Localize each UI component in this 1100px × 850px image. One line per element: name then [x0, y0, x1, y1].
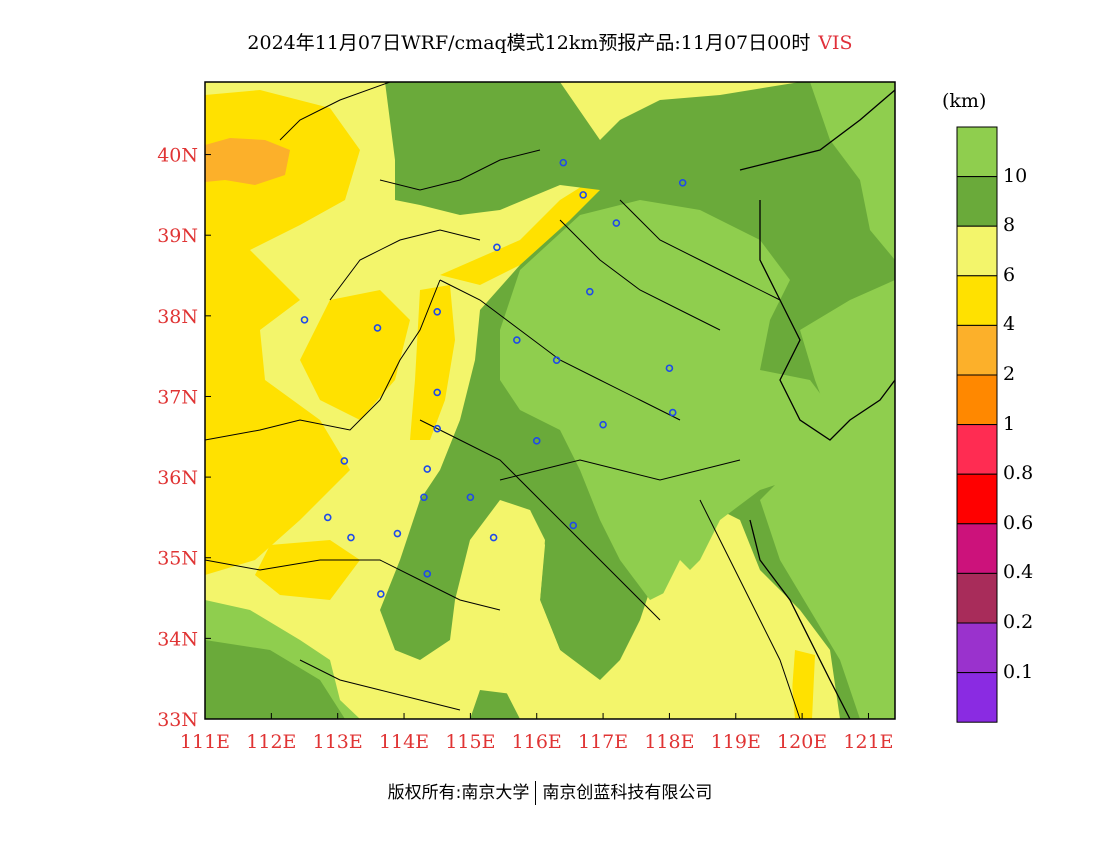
colorbar-label: 10: [1003, 164, 1028, 187]
colorbar-label: 0.8: [1003, 462, 1034, 485]
station-marker: [678, 178, 687, 187]
field-orange-nw: [205, 138, 290, 185]
station-marker: [612, 219, 621, 227]
station-marker: [559, 158, 568, 167]
station-marker: [493, 243, 501, 252]
x-tick-label: 112E: [246, 731, 296, 753]
visibility-field: [205, 82, 895, 719]
y-axis-ticks: 33N 34N 35N 36N 37N 38N 39N 40N: [157, 145, 211, 731]
colorbar-label: 2: [1003, 363, 1016, 385]
field-yellow-central: [300, 290, 410, 420]
station-marker: [347, 533, 355, 542]
x-tick-label: 118E: [644, 731, 694, 753]
colorbar-label: 8: [1003, 214, 1016, 237]
colorbar-unit: (km): [942, 90, 987, 112]
station-marker: [552, 356, 561, 364]
station-marker: [586, 287, 594, 296]
station-marker: [423, 465, 432, 473]
y-tick-label: 36N: [157, 467, 198, 489]
field-yellow-se: [790, 650, 815, 719]
station-marker: [373, 324, 382, 332]
field-lightyellow-south: [490, 510, 795, 719]
station-marker: [513, 336, 521, 344]
station-marker: [393, 529, 402, 538]
station-marker: [323, 513, 332, 522]
y-tick-label: 37N: [157, 386, 198, 408]
title-variable: VIS: [818, 32, 853, 54]
x-tick-label: 111E: [180, 731, 230, 753]
x-axis-ticks: 111E 112E 113E 114E 115E 116E 117E 118E 119E 120E…: [180, 713, 894, 753]
field-green-sea: [760, 280, 895, 719]
field-green-interior: [500, 200, 840, 600]
y-tick-label: 38N: [157, 306, 198, 328]
y-tick-label: 35N: [157, 548, 198, 570]
colorbar-label: 0.2: [1003, 611, 1034, 633]
coastline: [739, 89, 895, 719]
y-tick-label: 40N: [157, 145, 198, 167]
x-tick-label: 120E: [777, 731, 827, 753]
station-marker: [423, 570, 432, 578]
station-marker: [569, 521, 578, 530]
map-title: 2024年11月07日WRF/cmaq模式12km预报产品:11月07日00时 V…: [0, 28, 1100, 55]
field-yellow-sw: [255, 540, 360, 600]
station-marker: [340, 457, 349, 465]
station-marker: [466, 493, 475, 502]
colorbar-label: 0.6: [1003, 511, 1034, 534]
colorbar-label: 6: [1003, 263, 1016, 286]
field-yellow-west: [205, 90, 360, 575]
station-marker: [532, 437, 541, 445]
x-tick-label: 116E: [512, 731, 562, 753]
x-tick-label: 113E: [313, 731, 363, 753]
station-marker: [668, 408, 677, 417]
station-marker: [433, 388, 442, 397]
x-tick-label: 119E: [711, 731, 761, 753]
x-tick-label: 121E: [843, 731, 893, 753]
station-marker: [489, 533, 498, 542]
station-marker: [300, 316, 309, 324]
y-tick-label: 33N: [157, 709, 198, 731]
colorbar-label: 0.4: [1003, 561, 1034, 584]
copyright-right: 南京创蓝科技有限公司: [542, 783, 713, 803]
copyright-footer: 版权所有:南京大学 南京创蓝科技有限公司: [0, 778, 1100, 805]
colorbar-label: 0.1: [1003, 660, 1034, 683]
station-markers: [300, 158, 687, 598]
y-tick-label: 39N: [157, 225, 198, 247]
copyright-left: 版权所有:南京大学: [387, 783, 530, 803]
station-marker: [377, 590, 385, 598]
station-marker: [665, 364, 674, 373]
station-marker: [433, 424, 442, 433]
field-yellow-strip: [410, 285, 455, 440]
field-darkgreen-sw: [205, 640, 345, 719]
field-green-northeast: [810, 82, 895, 260]
station-marker: [433, 308, 442, 316]
title-text: 2024年11月07日WRF/cmaq模式12km预报产品:11月07日00时: [247, 32, 811, 54]
map-frame: [204, 81, 896, 720]
footer-separator: [535, 781, 537, 805]
station-marker: [420, 493, 428, 502]
station-marker: [599, 420, 607, 429]
x-tick-label: 114E: [379, 731, 429, 753]
x-tick-label: 117E: [578, 731, 628, 753]
y-tick-label: 34N: [157, 628, 198, 650]
x-tick-label: 115E: [445, 731, 495, 753]
colorbar-label: 1: [1003, 412, 1016, 435]
station-marker: [579, 191, 587, 199]
colorbar-label: 4: [1003, 313, 1016, 336]
